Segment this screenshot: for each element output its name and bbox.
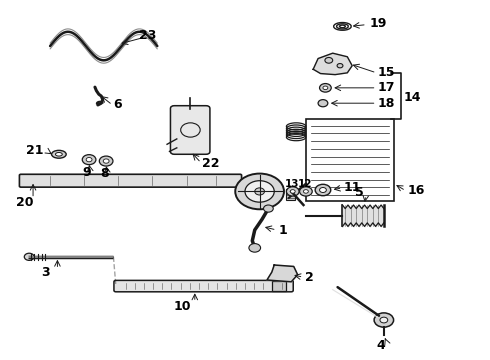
Text: 22: 22 — [202, 157, 220, 170]
Circle shape — [255, 188, 265, 195]
Circle shape — [303, 190, 308, 193]
Text: 5: 5 — [355, 186, 364, 199]
Text: 10: 10 — [174, 300, 191, 313]
Text: 18: 18 — [377, 97, 395, 110]
Text: 1: 1 — [278, 224, 287, 237]
Text: 16: 16 — [407, 184, 425, 197]
Circle shape — [319, 188, 326, 193]
Circle shape — [82, 155, 96, 165]
Circle shape — [323, 86, 328, 90]
Text: 23: 23 — [139, 29, 156, 42]
Text: 4: 4 — [376, 338, 385, 351]
Circle shape — [325, 58, 333, 63]
Circle shape — [318, 100, 328, 107]
Text: 15: 15 — [377, 66, 395, 79]
Polygon shape — [313, 53, 352, 75]
Ellipse shape — [51, 150, 66, 158]
Circle shape — [315, 184, 331, 196]
Circle shape — [319, 84, 331, 92]
Circle shape — [86, 157, 92, 162]
Circle shape — [249, 244, 261, 252]
Text: 8: 8 — [100, 167, 108, 180]
Circle shape — [299, 187, 312, 196]
Text: 12: 12 — [298, 179, 312, 189]
Text: 6: 6 — [114, 99, 122, 112]
Text: 11: 11 — [344, 181, 362, 194]
Bar — [272, 281, 287, 292]
Circle shape — [374, 313, 393, 327]
Text: 19: 19 — [369, 17, 387, 30]
Text: 14: 14 — [403, 91, 421, 104]
FancyBboxPatch shape — [114, 280, 293, 292]
Text: 2: 2 — [305, 271, 314, 284]
Text: 9: 9 — [83, 166, 92, 179]
Circle shape — [287, 187, 299, 196]
Text: 3: 3 — [41, 266, 49, 279]
Ellipse shape — [55, 153, 62, 156]
Circle shape — [99, 156, 113, 166]
Text: 13: 13 — [285, 179, 299, 189]
Circle shape — [245, 181, 274, 202]
Circle shape — [290, 190, 295, 193]
FancyBboxPatch shape — [20, 174, 242, 187]
FancyBboxPatch shape — [171, 106, 210, 154]
Bar — [306, 119, 393, 202]
Text: 7: 7 — [250, 175, 259, 188]
Circle shape — [235, 174, 284, 209]
Text: 17: 17 — [377, 81, 395, 94]
Polygon shape — [267, 265, 297, 282]
Text: 20: 20 — [16, 195, 33, 209]
Text: 21: 21 — [26, 144, 43, 157]
Circle shape — [380, 317, 388, 323]
Circle shape — [264, 205, 273, 212]
Circle shape — [337, 64, 343, 68]
Bar — [287, 189, 295, 200]
Circle shape — [103, 159, 109, 163]
Circle shape — [24, 253, 34, 260]
